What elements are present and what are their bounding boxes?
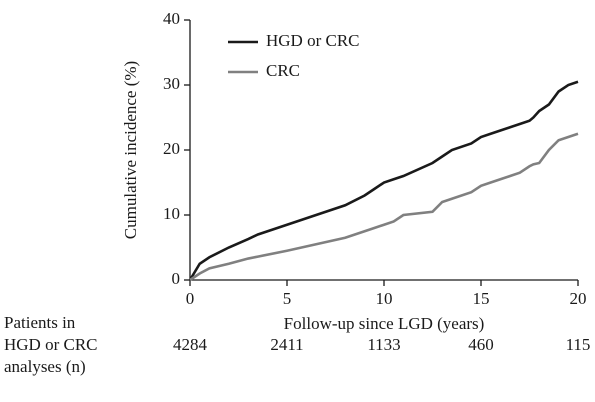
y-tick-label: 0 — [172, 269, 181, 288]
risk-table-value: 460 — [468, 335, 494, 354]
y-tick-label: 30 — [163, 74, 180, 93]
y-axis-label: Cumulative incidence (%) — [121, 61, 140, 239]
x-tick-label: 20 — [570, 289, 587, 308]
risk-table-value: 115 — [566, 335, 591, 354]
risk-table-label: analyses (n) — [4, 357, 86, 376]
risk-table-value: 4284 — [173, 335, 208, 354]
y-tick-label: 40 — [163, 9, 180, 28]
x-tick-label: 0 — [186, 289, 195, 308]
x-tick-label: 10 — [376, 289, 393, 308]
legend-label: CRC — [266, 61, 300, 80]
risk-table-value: 1133 — [367, 335, 400, 354]
risk-table-label: HGD or CRC — [4, 335, 98, 354]
y-tick-label: 10 — [163, 204, 180, 223]
y-tick-label: 20 — [163, 139, 180, 158]
risk-table-label: Patients in — [4, 313, 76, 332]
x-tick-label: 15 — [473, 289, 490, 308]
risk-table-value: 2411 — [270, 335, 303, 354]
series-line — [188, 80, 579, 281]
series-line — [189, 132, 579, 282]
x-tick-label: 5 — [283, 289, 292, 308]
legend-label: HGD or CRC — [266, 31, 360, 50]
x-axis-label: Follow-up since LGD (years) — [284, 314, 485, 333]
